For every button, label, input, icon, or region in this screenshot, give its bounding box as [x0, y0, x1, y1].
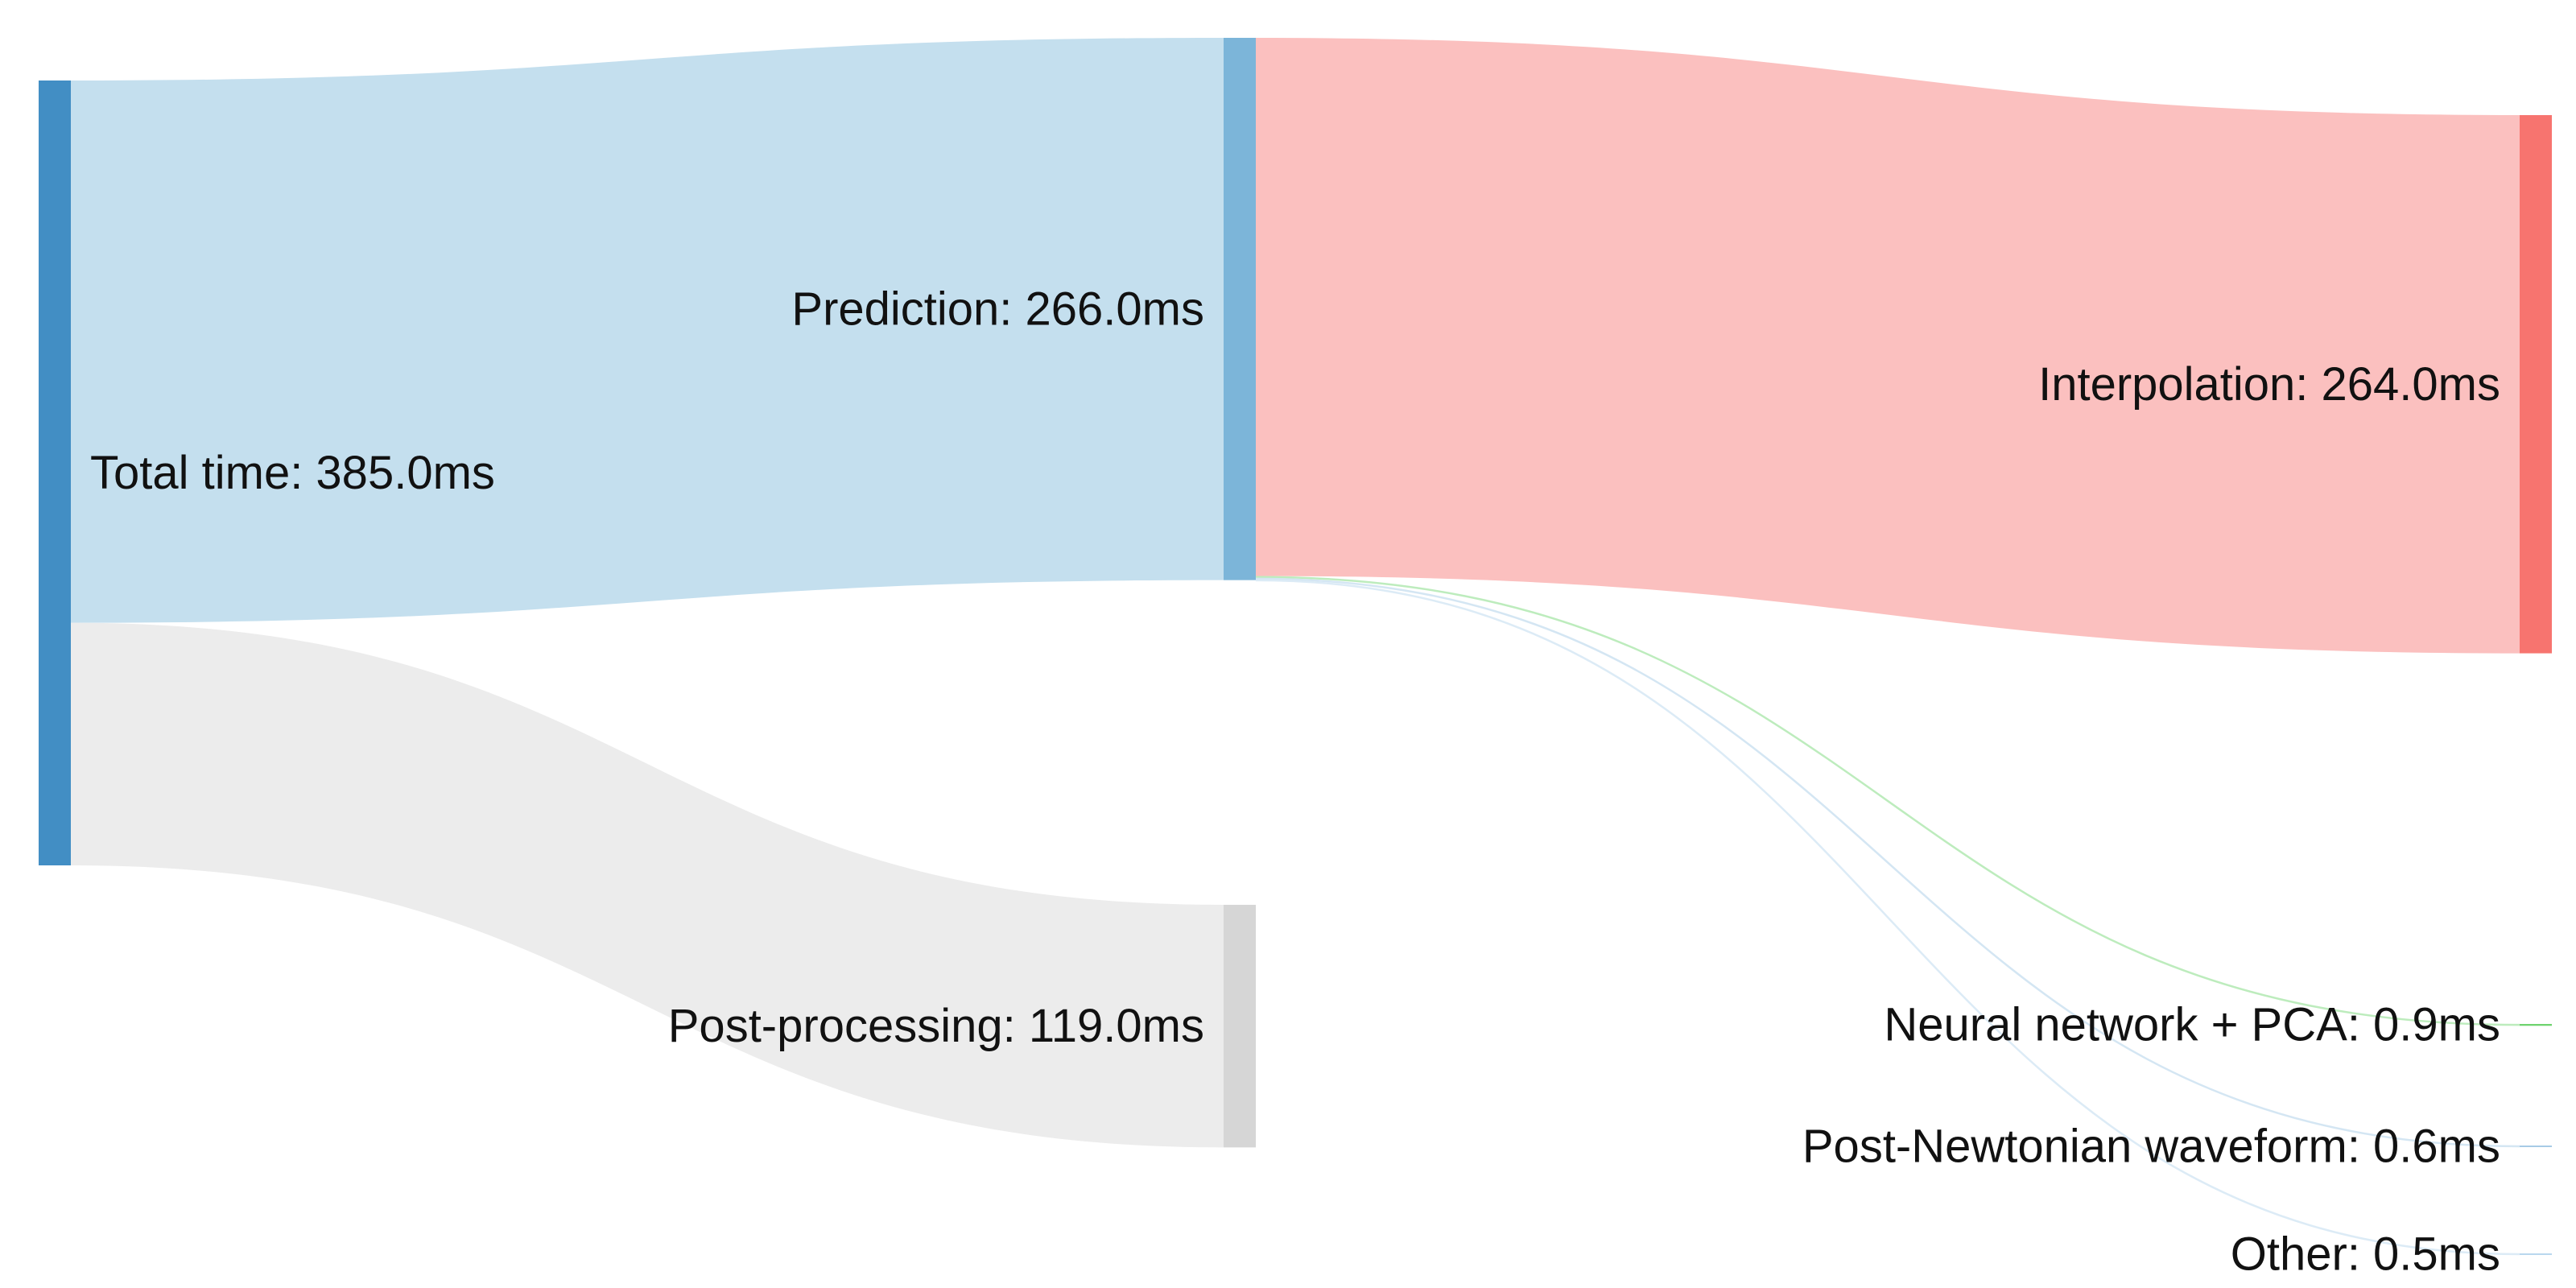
label-total: Total time: 385.0ms — [90, 447, 495, 499]
link-total-to-postprocessing — [71, 622, 1224, 1148]
node-other — [2520, 1253, 2552, 1255]
sankey-nodes — [39, 38, 2552, 1255]
link-prediction-to-pn_waveform — [1255, 577, 2520, 1148]
label-other: Other: 0.5ms — [2231, 1228, 2500, 1281]
link-prediction-to-nn_pca — [1255, 576, 2520, 1026]
node-pn_waveform — [2520, 1146, 2552, 1147]
sankey-labels: Total time: 385.0ms Prediction: 266.0ms Po… — [90, 283, 2500, 1280]
node-prediction — [1224, 38, 1256, 580]
sankey-links — [71, 38, 2520, 1256]
link-total-to-prediction — [71, 38, 1224, 623]
label-prediction: Prediction: 266.0ms — [791, 283, 1204, 335]
node-total — [39, 80, 71, 865]
label-interpolation: Interpolation: 264.0ms — [2038, 358, 2500, 411]
label-postprocessing: Post-processing: 119.0ms — [668, 1000, 1204, 1052]
link-prediction-to-other — [1255, 579, 2520, 1256]
label-nn_pca: Neural network + PCA: 0.9ms — [1884, 999, 2500, 1051]
node-postprocessing — [1224, 905, 1256, 1148]
link-prediction-to-interpolation — [1256, 38, 2520, 654]
node-interpolation — [2520, 115, 2552, 654]
node-nn_pca — [2520, 1024, 2552, 1026]
label-pn_waveform: Post-Newtonian waveform: 0.6ms — [1802, 1121, 2500, 1173]
